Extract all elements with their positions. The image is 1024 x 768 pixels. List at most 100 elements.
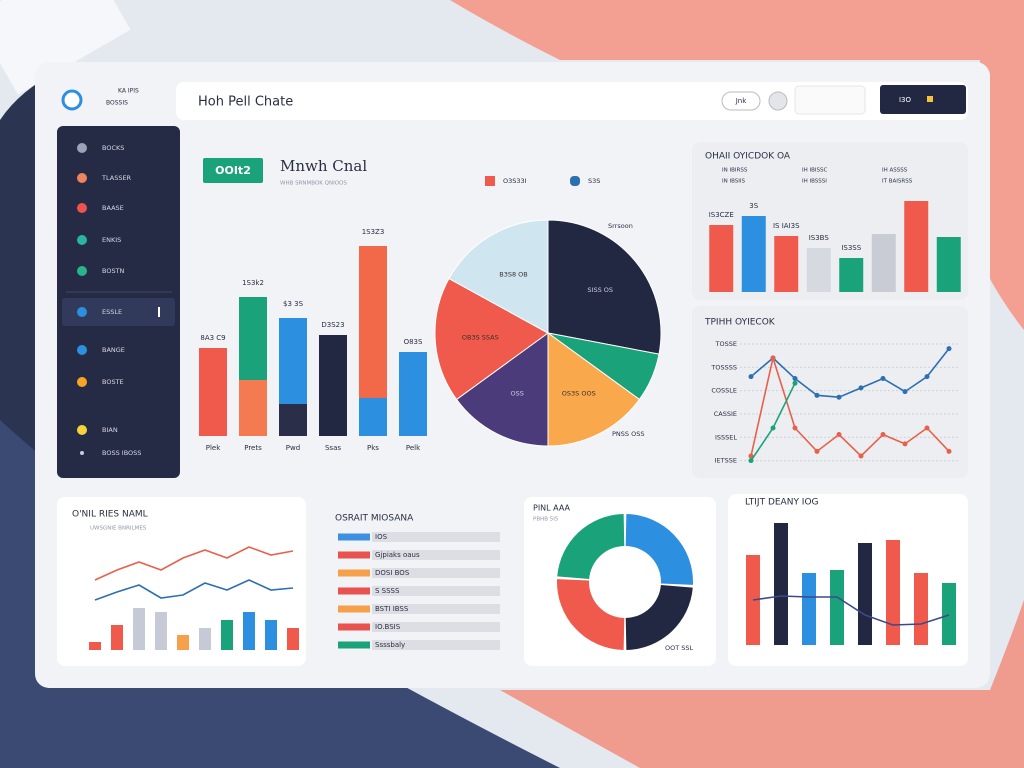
point xyxy=(814,392,820,398)
bar xyxy=(774,523,788,645)
button[interactable] xyxy=(721,91,761,111)
x-tick-label: Plek xyxy=(206,444,221,452)
legend-swatch xyxy=(338,569,370,577)
pie-slice xyxy=(455,332,549,447)
annotation: Srrsoon xyxy=(608,222,633,230)
bar xyxy=(243,612,255,650)
button-icon xyxy=(927,96,933,102)
legend-label: IT BAISRSS xyxy=(882,179,913,185)
legend-swatch xyxy=(338,641,370,649)
bar xyxy=(287,628,299,650)
nav-icon xyxy=(77,425,87,435)
point xyxy=(924,425,930,431)
legend-label: IN IBSIIS xyxy=(722,179,746,185)
annotation: PNSS OSS xyxy=(612,430,644,438)
search-box[interactable] xyxy=(794,85,866,115)
bar xyxy=(359,246,387,398)
nav-item[interactable]: BOSTE xyxy=(102,378,124,386)
badge-text: OOIt2 xyxy=(215,164,251,177)
nav-item[interactable]: ENKIS xyxy=(102,236,121,244)
y-tick-label: CASSIE xyxy=(714,410,737,418)
point xyxy=(880,432,886,438)
line xyxy=(750,354,950,458)
logo-text: BOSSIS xyxy=(106,100,128,107)
nav-item[interactable]: BOSS IBOSS xyxy=(102,449,141,457)
legend-label: IH IBSSSI xyxy=(802,179,827,185)
donut-slice xyxy=(557,514,625,580)
data-label: $3 3S xyxy=(283,300,304,308)
annotation: OOT SSL xyxy=(665,644,694,652)
track xyxy=(372,604,500,614)
chart-subtitle: PBHB 5I5 xyxy=(533,517,559,523)
nav-item[interactable]: BOCKS xyxy=(102,144,124,152)
nav-icon xyxy=(77,345,87,355)
nav-item[interactable]: BIAN xyxy=(102,426,118,434)
legend-label: IN IBIRSS xyxy=(722,168,748,174)
icon-button[interactable] xyxy=(768,91,788,111)
dark-button[interactable] xyxy=(880,85,966,114)
pie-slice xyxy=(547,219,662,355)
legend-label: S SSSS xyxy=(375,587,400,595)
bar xyxy=(359,398,387,436)
data-label: 3S xyxy=(749,202,758,210)
donut-slice xyxy=(625,584,693,650)
x-tick-label: Pelk xyxy=(406,444,421,452)
bar xyxy=(806,248,831,292)
legend-label: IH ASSSS xyxy=(882,168,908,174)
bar xyxy=(265,620,277,650)
nav-item[interactable]: BOSTN xyxy=(102,267,125,275)
legend-label: IH IBISSC xyxy=(802,168,828,174)
x-tick-label: Ssas xyxy=(325,444,341,452)
point xyxy=(748,374,754,380)
nav-item[interactable]: BANGE xyxy=(102,346,125,354)
point xyxy=(902,389,908,395)
track xyxy=(372,532,500,542)
line xyxy=(752,595,950,626)
bar xyxy=(239,297,267,380)
logo-text: KA IPIS xyxy=(118,88,139,95)
track xyxy=(372,622,500,632)
y-tick-label: ISSSEL xyxy=(715,433,737,441)
page-title: Hoh Pell Chate xyxy=(198,95,293,110)
y-tick-label: COSSLE xyxy=(711,387,737,395)
bar xyxy=(871,234,896,292)
bar xyxy=(177,635,189,650)
legend-label: S3S xyxy=(588,177,600,185)
card xyxy=(692,306,968,478)
chart-title: TPIHH OYIECOK xyxy=(704,318,776,328)
button-label[interactable]: Jnk xyxy=(735,97,748,105)
point xyxy=(880,376,886,382)
line xyxy=(94,546,294,581)
point xyxy=(792,376,798,382)
bar xyxy=(802,573,816,645)
nav-item[interactable]: TLASSER xyxy=(101,174,132,182)
point xyxy=(792,425,798,431)
legend-label: Ssssbaly xyxy=(375,641,405,649)
legend-label: DOSI BOS xyxy=(375,569,410,577)
bar xyxy=(858,543,872,645)
chart-title: OHAII OYICDOK OA xyxy=(705,152,791,162)
bar xyxy=(319,335,347,436)
chart-title: O'NIL RIES NAML xyxy=(72,510,148,520)
nav-icon xyxy=(77,307,87,317)
backdrop-shape xyxy=(500,600,1024,768)
data-label: 1S3k2 xyxy=(242,279,264,287)
active-marker xyxy=(158,307,160,317)
data-label: IS3BS xyxy=(809,234,830,242)
track xyxy=(372,640,500,650)
bar xyxy=(942,583,956,645)
nav-item[interactable]: BAASE xyxy=(102,204,124,212)
point xyxy=(858,385,864,391)
nav-item[interactable]: ESSLE xyxy=(102,308,122,316)
active-item xyxy=(62,298,175,326)
slice-label: OSS xyxy=(511,389,524,397)
bar xyxy=(89,642,101,650)
bar xyxy=(830,570,844,645)
y-tick-label: TOSSSS xyxy=(710,363,737,371)
point xyxy=(770,425,776,431)
data-label: 1S3Z3 xyxy=(362,228,385,236)
x-tick-label: Pks xyxy=(367,444,379,452)
button-label[interactable]: I3O xyxy=(899,96,912,104)
pie-slice xyxy=(434,277,549,401)
